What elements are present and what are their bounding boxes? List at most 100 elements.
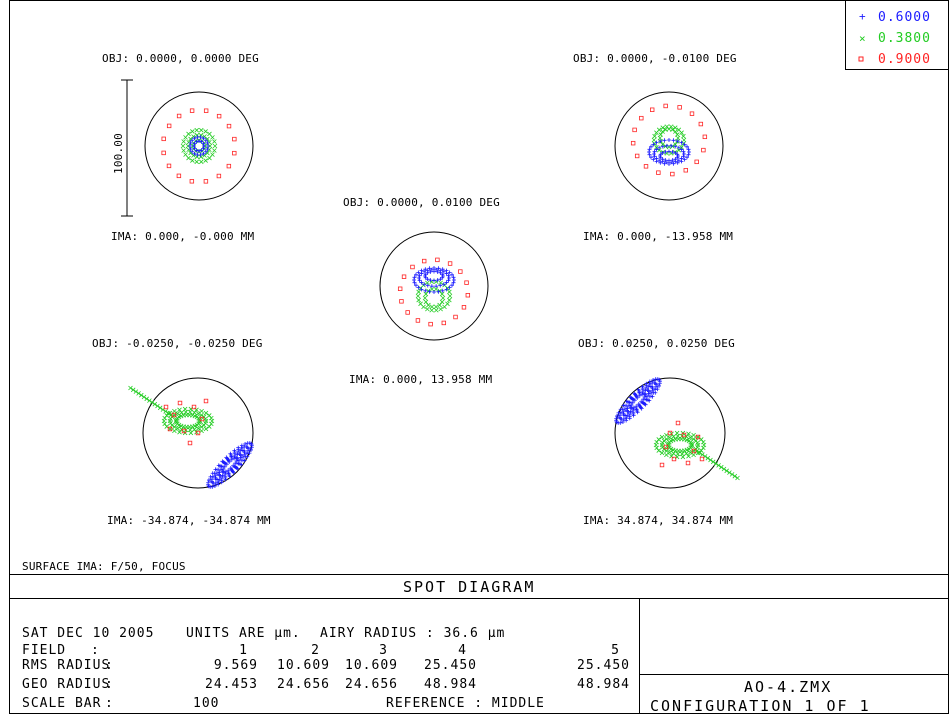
spot-point-blue (450, 283, 455, 288)
spot-point-green (130, 387, 136, 393)
spot-point-blue (203, 149, 208, 154)
spot-point-blue (650, 388, 655, 393)
spot-point-green (681, 133, 686, 139)
spot-point-blue (679, 156, 684, 161)
spot-point-blue (188, 140, 193, 145)
info-scale-sep: : (105, 696, 114, 711)
spot-point-blue (213, 473, 218, 478)
spot-point-green (652, 133, 657, 139)
spot-point-blue (676, 145, 681, 150)
spot-point-blue (681, 149, 686, 154)
spot-point-blue (653, 387, 658, 392)
spot-point-blue (412, 278, 416, 282)
spot-point-blue (452, 278, 456, 282)
spot-point-green (679, 130, 684, 135)
spot-point-green (190, 129, 195, 134)
spot-point-green (700, 452, 705, 457)
spot-point-green (212, 148, 217, 153)
spot-point-blue (647, 150, 651, 154)
spot-point-green (670, 127, 675, 132)
spot-point-red (441, 320, 447, 326)
spot-point-red (397, 286, 403, 291)
spot-point-blue (658, 139, 663, 144)
spot-plot-field-3 (379, 231, 489, 341)
spot-point-red (464, 280, 469, 285)
spot-point-blue (201, 151, 206, 156)
spot-point-blue (440, 267, 445, 272)
field-1-ima-label: IMA: 0.000, -0.000 MM (111, 230, 254, 243)
spot-point-blue (427, 266, 432, 271)
spot-point-green (735, 475, 740, 481)
info-scale-label: SCALE BAR (22, 696, 101, 711)
spot-point-blue (229, 457, 234, 462)
spot-point-red (681, 432, 687, 438)
spot-point-blue (199, 139, 204, 144)
spot-point-green (423, 291, 429, 297)
spot-point-red (685, 460, 691, 466)
info-geo-sep: : (105, 677, 114, 692)
info-geo-label: GEO RADIUS (22, 677, 110, 692)
spot-point-red (701, 147, 706, 153)
spot-point-blue (246, 448, 251, 453)
spot-point-blue (647, 152, 652, 157)
spot-point-red (689, 111, 695, 116)
airy-disk-circle (142, 377, 254, 489)
spot-point-blue (686, 147, 691, 152)
legend-label-red: 0.9000 (878, 52, 931, 67)
spot-point-blue (417, 276, 421, 280)
spot-point-blue (432, 266, 436, 270)
spot-point-green (675, 132, 680, 137)
spot-point-blue (648, 384, 653, 389)
spot-point-green (656, 437, 662, 442)
spot-point-blue (624, 416, 629, 421)
legend-marker-red (858, 56, 864, 62)
spot-point-green (659, 450, 665, 456)
spot-point-blue (235, 452, 240, 457)
field-3-obj-label: OBJ: 0.0000, 0.0100 DEG (343, 196, 500, 209)
legend-label-blue: 0.6000 (878, 10, 931, 25)
spot-point-blue (206, 478, 211, 483)
spot-point-blue (198, 135, 203, 140)
spot-point-green (163, 409, 168, 414)
spot-point-red (161, 150, 166, 156)
spot-point-green (660, 142, 665, 147)
spot-point-red (181, 428, 187, 434)
spot-point-green (203, 410, 209, 416)
spot-point-blue (670, 158, 675, 163)
spot-point-green (181, 424, 187, 429)
spot-point-blue (192, 136, 197, 141)
spot-point-red (663, 103, 668, 109)
field-5-obj-label: OBJ: 0.0250, 0.0250 DEG (578, 337, 735, 350)
spot-point-blue (617, 413, 622, 418)
spot-point-green (157, 405, 163, 411)
spot-point-blue (190, 138, 195, 143)
spot-point-blue (681, 154, 686, 159)
spot-point-blue (417, 273, 422, 278)
spot-point-green (207, 147, 212, 153)
spot-point-green (210, 135, 215, 140)
spot-point-blue (417, 278, 422, 283)
info-rms-sep: : (105, 658, 114, 673)
spot-point-red (401, 274, 407, 279)
spot-point-green (701, 439, 706, 445)
spot-point-green (415, 293, 421, 299)
spot-point-blue (614, 414, 619, 419)
spot-point-blue (195, 152, 200, 157)
spot-point-green (195, 411, 201, 416)
spot-point-green (675, 135, 681, 141)
spot-point-red (639, 115, 644, 121)
spot-point-green (180, 143, 186, 149)
spot-point-red (203, 108, 209, 113)
spot-point-green (667, 450, 673, 455)
airy-disk-circle (614, 377, 726, 489)
spot-point-blue (444, 287, 449, 292)
spot-point-red (663, 444, 669, 450)
spot-point-green (433, 286, 439, 292)
spot-point-green (656, 127, 662, 133)
spot-point-red (630, 140, 636, 146)
spot-point-blue (249, 447, 254, 452)
spot-point-blue (412, 275, 417, 280)
spot-point-green (660, 125, 666, 131)
spot-point-green (212, 139, 217, 144)
spot-point-blue (197, 149, 201, 153)
